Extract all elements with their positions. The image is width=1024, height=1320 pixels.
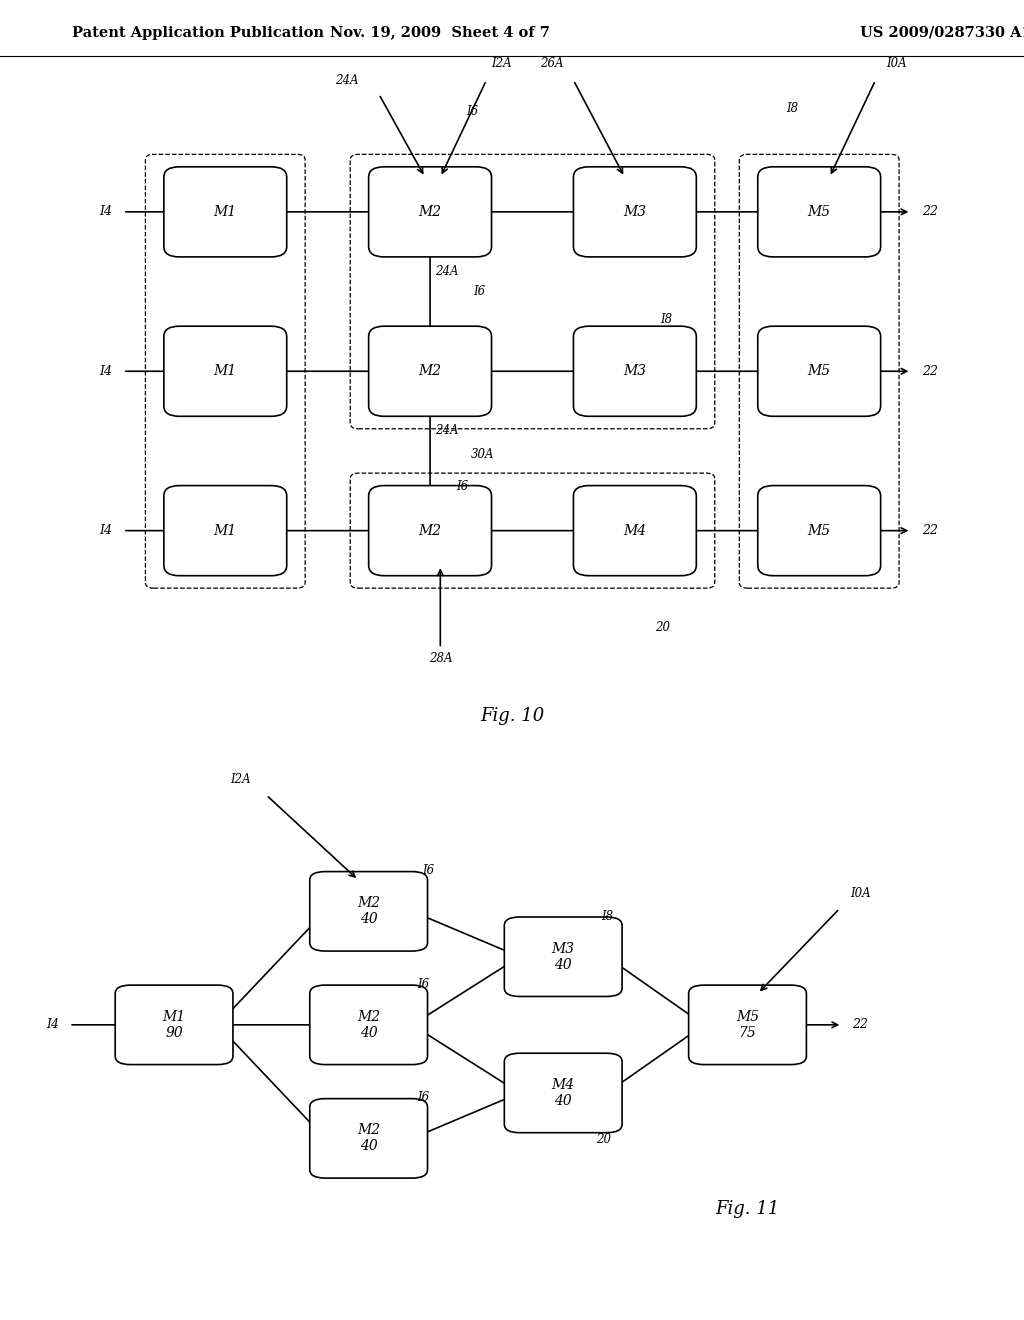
Text: M1: M1	[214, 524, 237, 537]
FancyBboxPatch shape	[688, 985, 807, 1064]
FancyBboxPatch shape	[164, 166, 287, 257]
Text: I4: I4	[99, 364, 113, 378]
Text: M2
40: M2 40	[357, 896, 380, 927]
Text: M3: M3	[624, 364, 646, 379]
Text: M5
75: M5 75	[736, 1010, 759, 1040]
Text: I6: I6	[418, 1092, 429, 1105]
FancyBboxPatch shape	[309, 985, 428, 1064]
FancyBboxPatch shape	[369, 486, 492, 576]
Text: M1: M1	[214, 205, 237, 219]
Text: I8: I8	[786, 102, 799, 115]
Text: I6: I6	[422, 865, 434, 878]
Text: M2: M2	[419, 524, 441, 537]
Text: 26A: 26A	[540, 57, 563, 70]
FancyBboxPatch shape	[758, 326, 881, 416]
Text: 30A: 30A	[471, 449, 495, 461]
Text: I6: I6	[466, 106, 478, 119]
Text: 24A: 24A	[435, 265, 459, 277]
Text: I2A: I2A	[230, 774, 251, 787]
Text: Nov. 19, 2009  Sheet 4 of 7: Nov. 19, 2009 Sheet 4 of 7	[331, 25, 550, 40]
Text: M5: M5	[808, 364, 830, 379]
FancyBboxPatch shape	[505, 917, 623, 997]
Text: 22: 22	[852, 1018, 868, 1031]
Text: I6: I6	[418, 978, 429, 991]
Text: M1: M1	[214, 364, 237, 379]
Text: M5: M5	[808, 524, 830, 537]
Text: 20: 20	[596, 1133, 611, 1146]
Text: I8: I8	[660, 313, 673, 326]
Text: 28A: 28A	[429, 652, 452, 665]
FancyBboxPatch shape	[758, 166, 881, 257]
Text: I6: I6	[456, 479, 468, 492]
FancyBboxPatch shape	[115, 985, 233, 1064]
FancyBboxPatch shape	[369, 326, 492, 416]
Text: M3: M3	[624, 205, 646, 219]
Text: M1
90: M1 90	[163, 1010, 185, 1040]
Text: 22: 22	[922, 206, 938, 218]
Text: 20: 20	[655, 620, 671, 634]
Text: M3
40: M3 40	[552, 941, 574, 972]
FancyBboxPatch shape	[758, 486, 881, 576]
Text: M2
40: M2 40	[357, 1123, 380, 1154]
Text: US 2009/0287330 A1: US 2009/0287330 A1	[860, 25, 1024, 40]
Text: M2: M2	[419, 364, 441, 379]
Text: I6: I6	[473, 285, 485, 298]
FancyBboxPatch shape	[573, 166, 696, 257]
FancyBboxPatch shape	[573, 326, 696, 416]
Text: I2A: I2A	[492, 57, 512, 70]
FancyBboxPatch shape	[164, 486, 287, 576]
Text: M2: M2	[419, 205, 441, 219]
Text: M2
40: M2 40	[357, 1010, 380, 1040]
Text: I8: I8	[602, 909, 613, 923]
Text: M4
40: M4 40	[552, 1078, 574, 1107]
FancyBboxPatch shape	[369, 166, 492, 257]
Text: I4: I4	[99, 524, 113, 537]
Text: I0A: I0A	[850, 887, 870, 900]
Text: M5: M5	[808, 205, 830, 219]
Text: 24A: 24A	[435, 424, 459, 437]
Text: I4: I4	[99, 206, 113, 218]
FancyBboxPatch shape	[573, 486, 696, 576]
Text: M4: M4	[624, 524, 646, 537]
Text: Fig. 10: Fig. 10	[480, 706, 544, 725]
Text: Patent Application Publication: Patent Application Publication	[72, 25, 324, 40]
FancyBboxPatch shape	[309, 871, 428, 950]
Text: I0A: I0A	[886, 57, 906, 70]
Text: I4: I4	[46, 1018, 58, 1031]
FancyBboxPatch shape	[505, 1053, 623, 1133]
FancyBboxPatch shape	[309, 1098, 428, 1177]
Text: 22: 22	[922, 364, 938, 378]
Text: 24A: 24A	[335, 74, 358, 87]
Text: 22: 22	[922, 524, 938, 537]
FancyBboxPatch shape	[164, 326, 287, 416]
Text: Fig. 11: Fig. 11	[716, 1200, 779, 1218]
